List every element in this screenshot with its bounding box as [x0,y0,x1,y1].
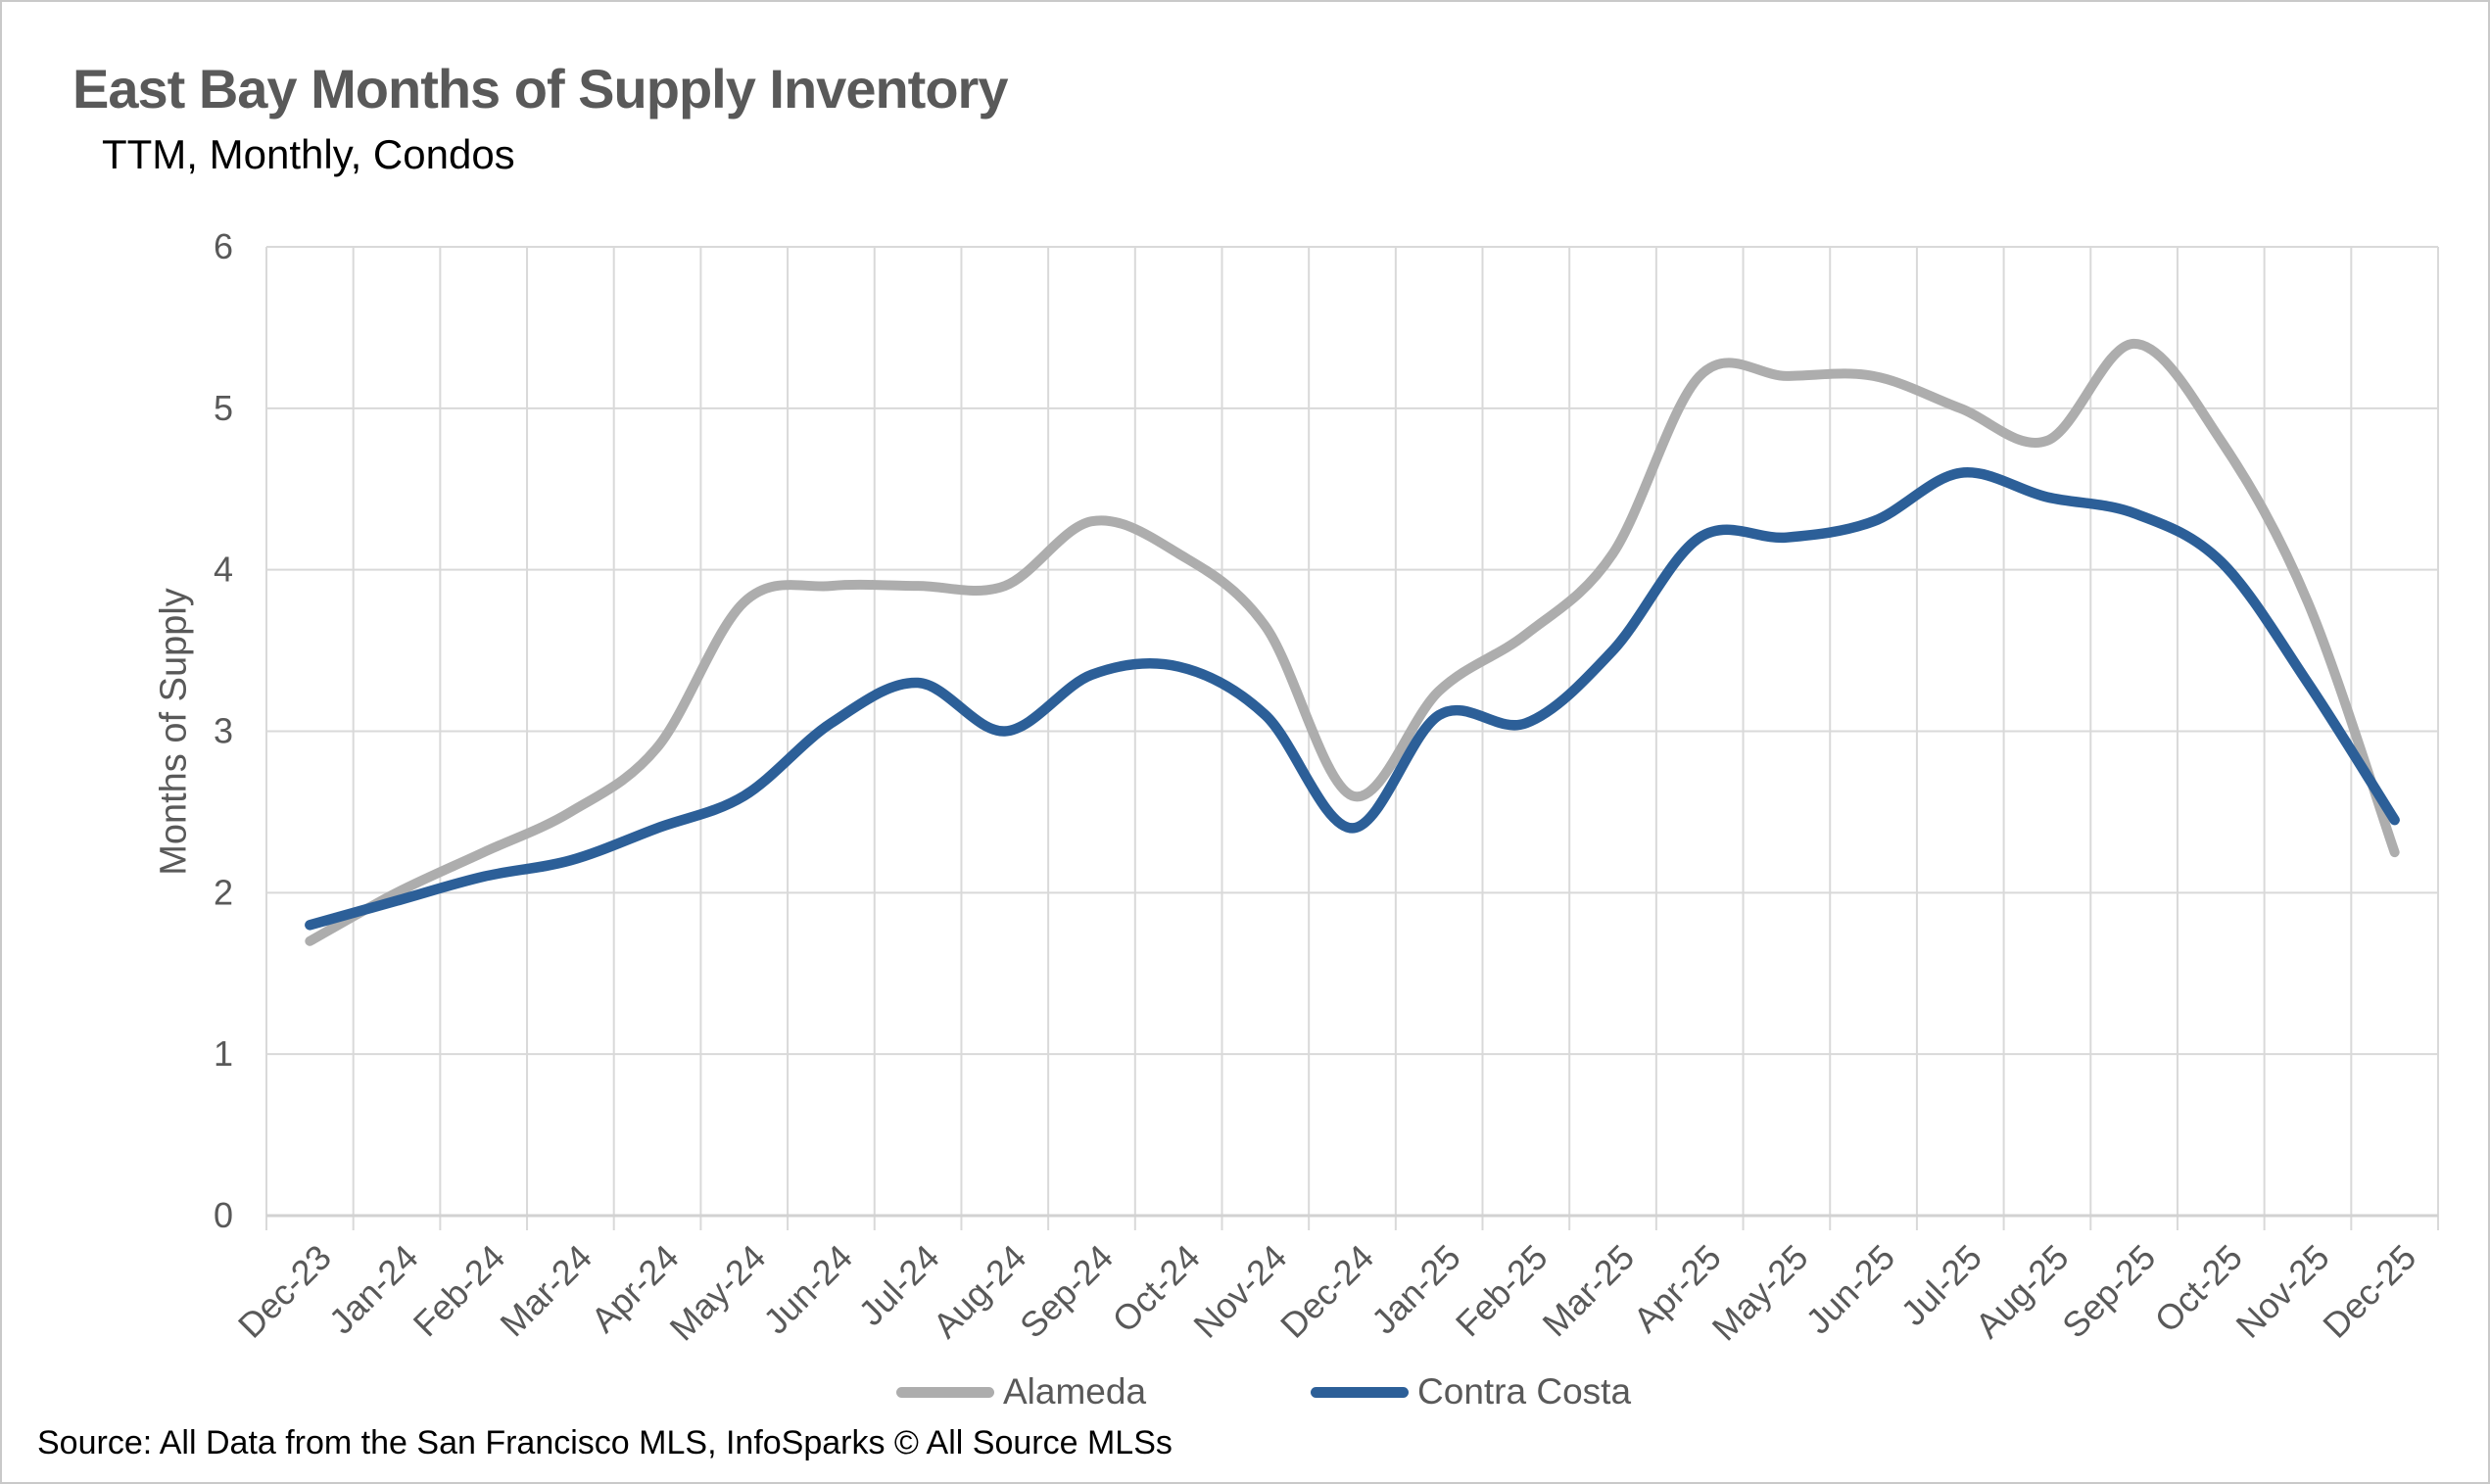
alameda-line-swatch [896,1386,994,1398]
legend: Alameda Contra Costa [896,1371,1631,1412]
y-tick-label: 1 [214,1033,233,1074]
y-tick-label: 6 [214,226,233,266]
x-tick-label: Aug-25 [1968,1237,2077,1346]
x-tick-label: Aug-24 [925,1237,1033,1346]
x-tick-label: Dec-24 [1272,1237,1381,1346]
x-tick-label: Feb-25 [1448,1237,1556,1345]
x-tick-label: Jun-25 [1797,1237,1902,1342]
x-tick-label: Jun-24 [755,1237,860,1342]
y-tick-label: 3 [214,711,233,751]
x-tick-labels: Dec-23Jan-24Feb-24Mar-24Apr-24May-24Jun-… [230,1237,2423,1349]
y-tick-label: 4 [214,550,233,590]
y-tick-label: 5 [214,388,233,428]
x-tick-label: Sep-24 [1012,1237,1121,1346]
y-tick-label: 2 [214,872,233,912]
chart-subtitle: TTM, Monthly, Condos [102,131,515,177]
x-tick-label: Mar-24 [492,1237,599,1345]
legend-item-alameda: Alameda [896,1371,1146,1412]
x-tick-label: Nov-24 [1185,1237,1294,1346]
x-tick-label: Mar-25 [1535,1237,1643,1345]
alameda-series-line [305,338,2400,946]
legend-label-contra-costa: Contra Costa [1417,1371,1632,1412]
x-tick-label: Sep-25 [2054,1237,2163,1346]
x-tick-label: May-25 [1704,1237,1816,1349]
y-tick-label: 0 [214,1195,233,1235]
y-tick-labels: 0 1 2 3 4 5 6 [214,226,233,1235]
legend-label-alameda: Alameda [1003,1371,1147,1412]
x-tick-label: Dec-25 [2315,1237,2423,1346]
contra-costa-line-swatch [1311,1386,1410,1398]
x-tick-label: Feb-24 [406,1237,513,1345]
legend-item-contra-costa: Contra Costa [1311,1371,1631,1412]
x-tick-label: Jan-25 [1364,1237,1468,1342]
gridlines [265,246,2439,1230]
contra-costa-series-line [305,467,2400,931]
x-tick-label: Nov-25 [2228,1237,2337,1346]
chart-title: East Bay Months of Supply Inventory [72,58,1008,120]
x-tick-label: Jan-24 [321,1237,426,1342]
source-note: Source: All Data from the San Francisco … [37,1424,1173,1461]
x-tick-label: Dec-23 [230,1237,339,1346]
x-tick-label: May-24 [662,1237,774,1349]
